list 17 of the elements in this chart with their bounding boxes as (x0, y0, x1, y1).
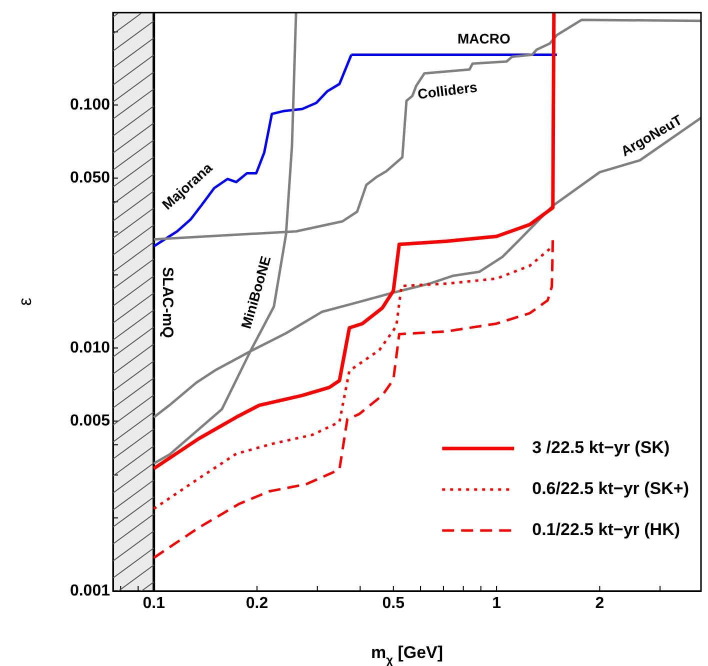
x-tick-label: 2 (595, 595, 604, 612)
y-tick-label: 0.001 (70, 582, 110, 600)
x-tick-label: 1 (492, 595, 502, 612)
text: Colliders (416, 78, 478, 102)
series-label: MACRO (457, 30, 510, 47)
y-tick-label: 0.100 (70, 96, 110, 114)
legend-label: 0.1/22.5 kt−yr (HK) (532, 520, 680, 540)
y-tick-label: 0.010 (70, 339, 110, 356)
y-tick-label: 0.050 (70, 170, 110, 187)
x-tick-label: 0.5 (382, 595, 405, 612)
legend-label: 3 /22.5 kt−yr (SK) (532, 438, 670, 458)
x-tick-label: 0.1 (142, 595, 166, 612)
ref-line-label: SLAC-mQ (159, 267, 176, 338)
y-axis-title: ε (14, 298, 35, 306)
x-tick-label: 0.2 (246, 595, 268, 612)
legend-label: 0.6/22.5 kt−yr (SK+) (532, 479, 690, 498)
y-tick-label: 0.005 (70, 412, 110, 430)
